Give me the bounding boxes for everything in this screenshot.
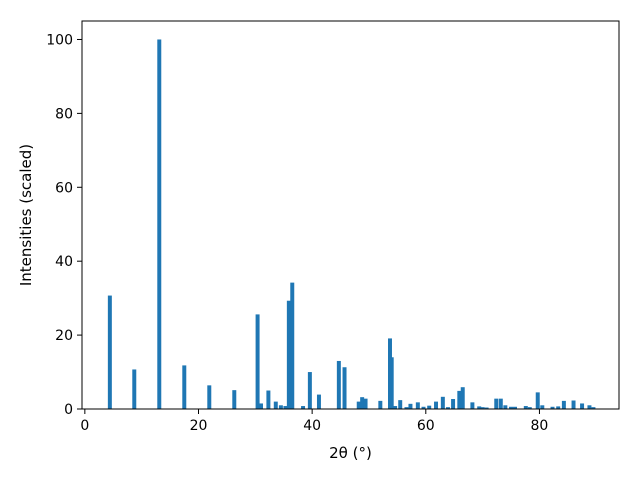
y-tick-label: 80 — [55, 106, 73, 122]
bar — [408, 403, 413, 409]
x-axis-ticks: 0 20 40 60 80 — [80, 409, 548, 434]
bar — [363, 398, 368, 409]
x-tick-label: 80 — [531, 418, 549, 434]
x-tick-label: 60 — [417, 418, 435, 434]
bar — [404, 407, 409, 409]
bar — [421, 406, 426, 409]
bar — [591, 407, 596, 409]
bar — [336, 360, 341, 409]
bar — [266, 390, 271, 409]
plot-frame — [81, 20, 620, 410]
bar — [434, 401, 439, 409]
bar — [157, 39, 162, 409]
bar — [427, 405, 432, 409]
bar — [440, 396, 445, 409]
bar — [451, 399, 456, 409]
bar — [561, 400, 566, 409]
bar — [509, 406, 514, 409]
bar — [283, 406, 288, 409]
bar — [278, 405, 283, 409]
bars-group — [107, 39, 596, 409]
bar — [494, 398, 499, 409]
bar — [484, 407, 489, 409]
bar — [556, 406, 561, 409]
bar — [301, 406, 306, 409]
bar — [107, 295, 112, 409]
plot-background — [82, 21, 619, 409]
bar — [540, 405, 545, 409]
bar — [398, 400, 403, 409]
bar — [307, 372, 312, 409]
bar — [290, 282, 295, 409]
x-tick-label: 20 — [190, 418, 208, 434]
bar — [259, 403, 263, 409]
y-tick-label: 60 — [55, 180, 73, 196]
bar — [207, 385, 212, 409]
y-axis-label: Intensities (scaled) — [17, 144, 35, 286]
bar — [255, 314, 260, 409]
bar — [286, 300, 291, 409]
bar — [389, 357, 394, 409]
x-tick-label: 0 — [80, 418, 89, 434]
bar — [457, 390, 462, 409]
bar — [527, 407, 532, 409]
bar — [393, 406, 398, 409]
bar — [550, 406, 555, 409]
bar — [523, 406, 528, 409]
bar — [535, 392, 540, 409]
bar — [360, 397, 365, 409]
bar — [503, 405, 508, 409]
bar — [415, 402, 420, 409]
bar — [477, 406, 482, 409]
bar — [232, 390, 237, 409]
bar — [356, 401, 361, 409]
bar — [513, 406, 517, 409]
bar — [378, 400, 383, 409]
y-tick-label: 100 — [46, 32, 73, 48]
bar — [445, 407, 450, 409]
y-tick-label: 40 — [55, 254, 73, 270]
bar — [587, 405, 592, 409]
bar — [273, 401, 278, 409]
x-axis-label: 2θ (°) — [329, 444, 372, 462]
y-tick-label: 0 — [64, 402, 73, 418]
bar — [460, 387, 465, 409]
bar — [342, 367, 347, 409]
y-axis-ticks: 0 20 40 60 80 100 — [46, 32, 82, 418]
x-tick-label: 40 — [303, 418, 321, 434]
bar — [571, 400, 576, 409]
y-tick-label: 20 — [55, 328, 73, 344]
bar — [182, 365, 187, 409]
bar — [480, 407, 485, 409]
bar — [498, 398, 503, 409]
bar — [580, 403, 585, 409]
bar — [132, 369, 137, 409]
bar — [316, 394, 321, 409]
bar — [470, 402, 475, 409]
